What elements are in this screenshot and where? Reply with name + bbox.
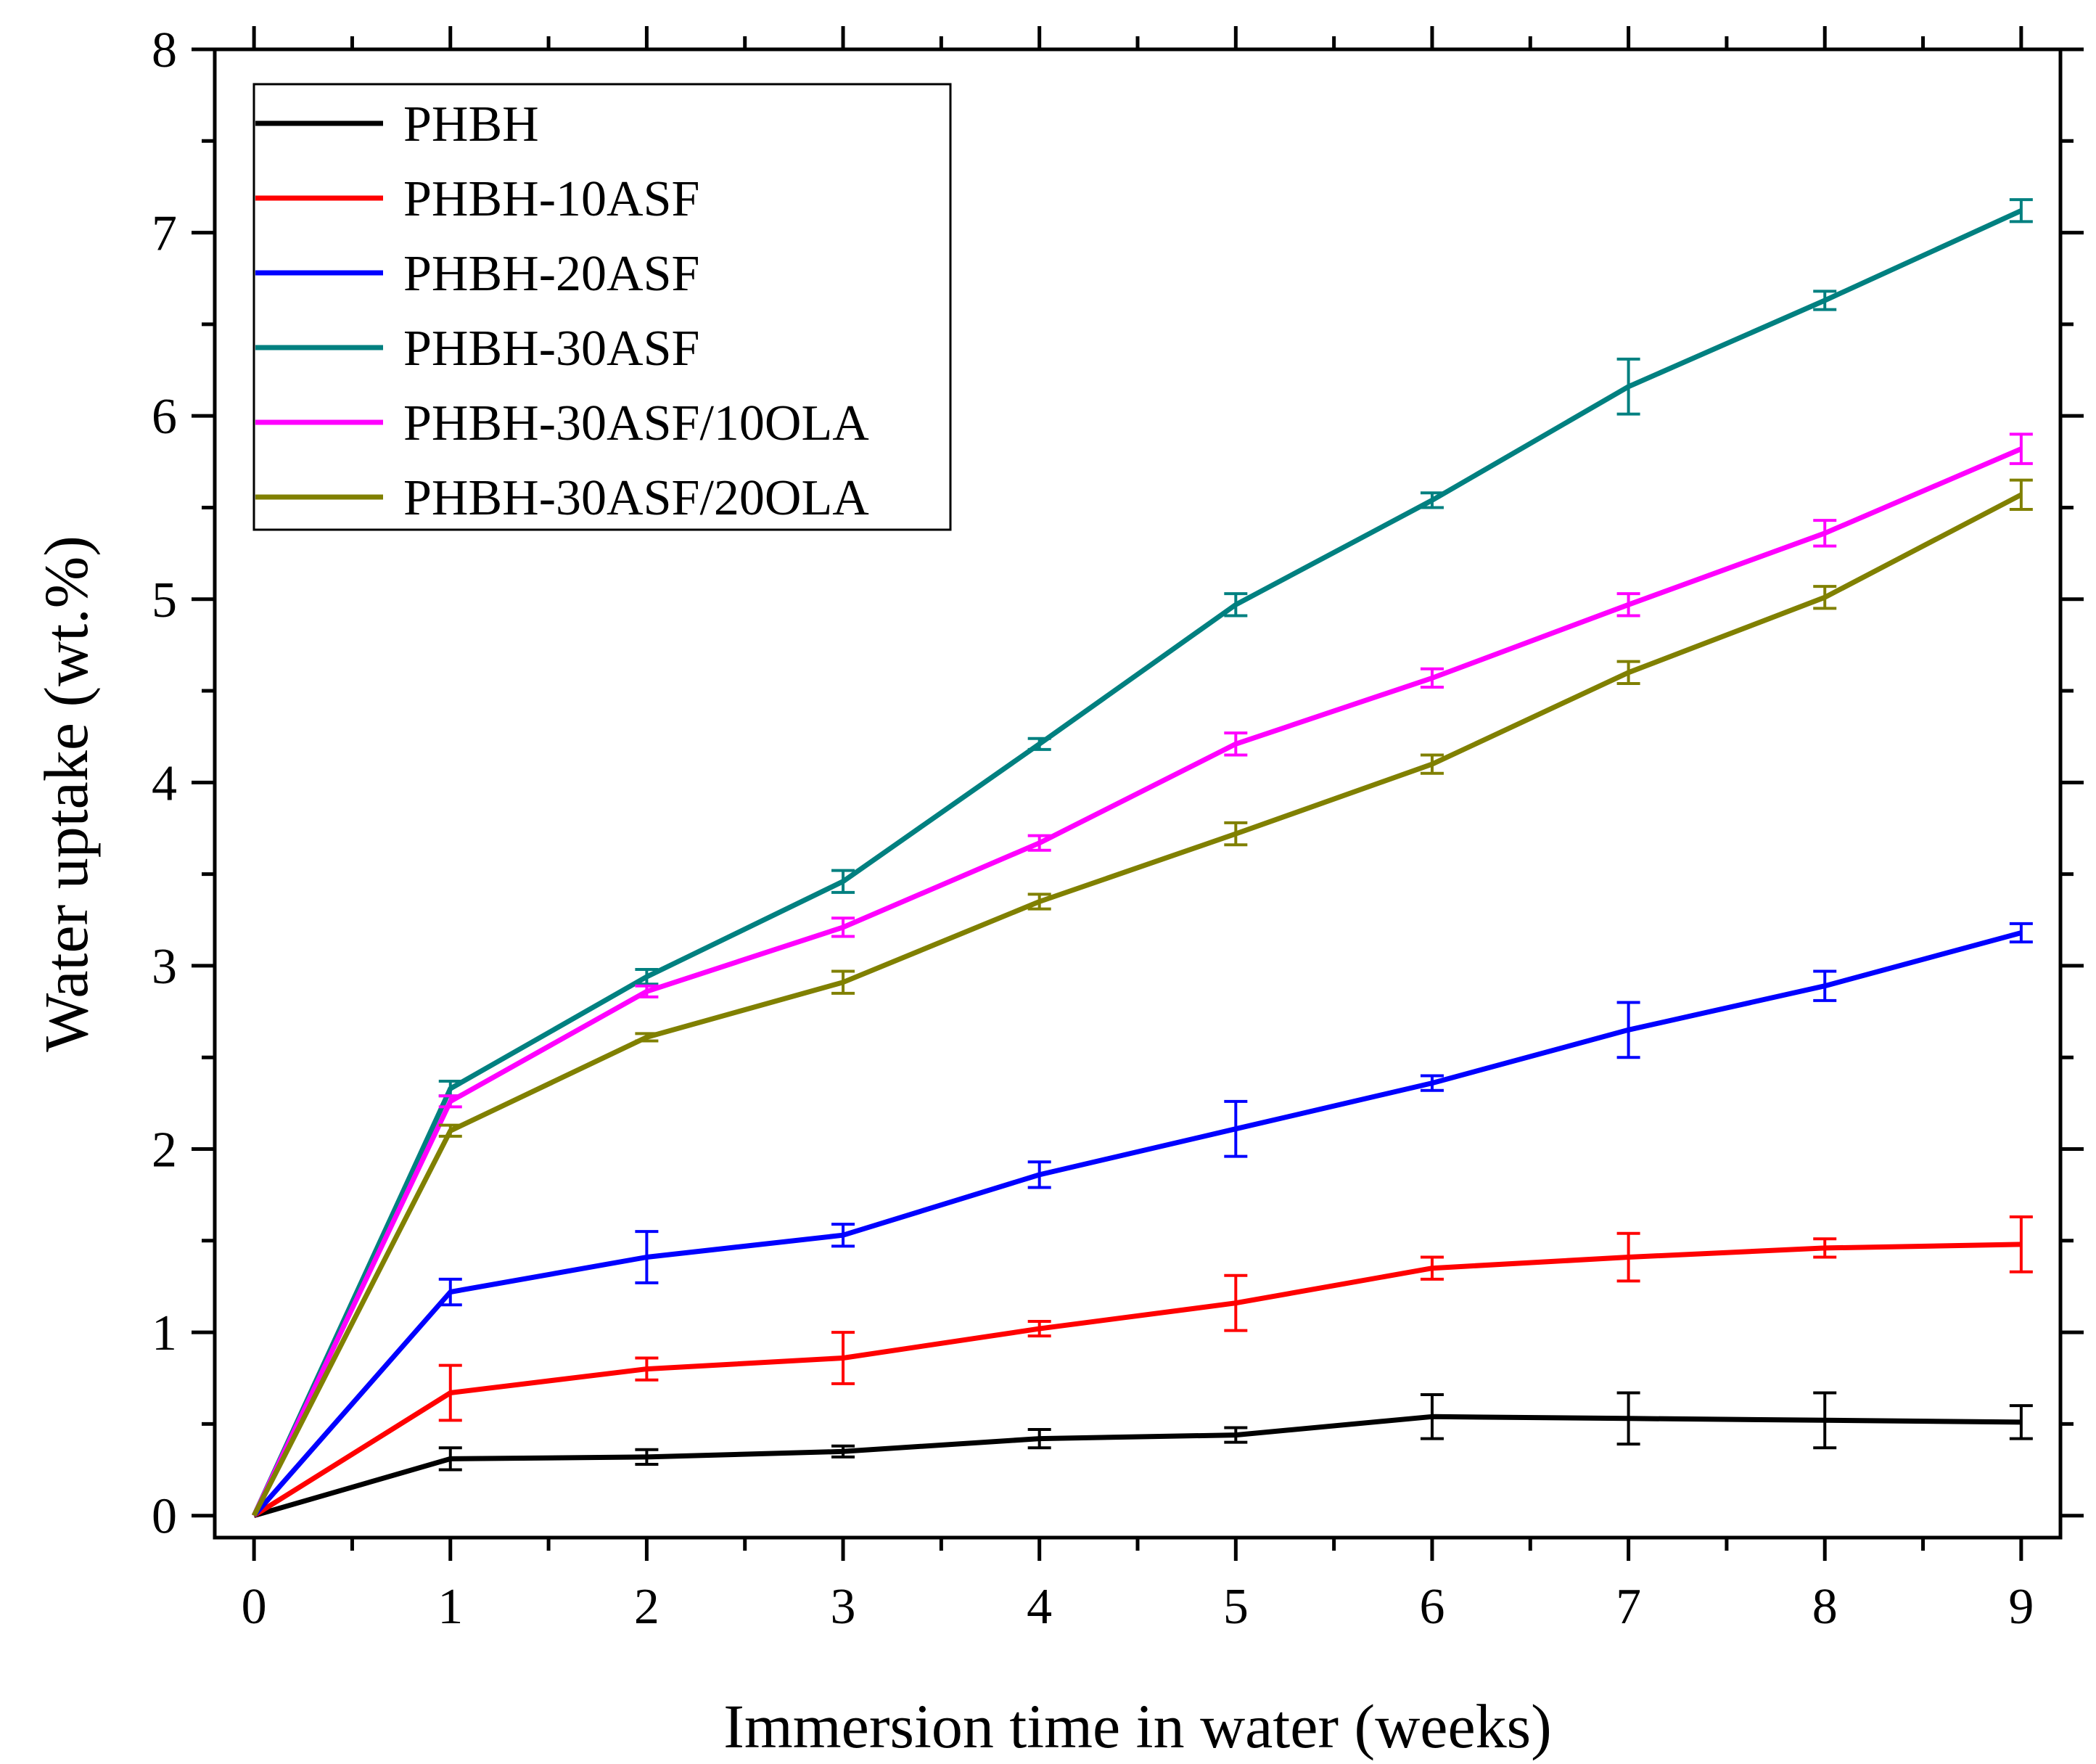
series-layer [251,198,2033,1519]
series-line [251,446,2023,1517]
y-tick-label: 7 [152,206,177,262]
y-axis-title: Water uptake (wt.%) [31,536,101,1052]
series-line [252,930,2022,1518]
x-tick-label: 7 [1616,1579,1641,1635]
x-tick-label: 0 [242,1579,267,1635]
y-tick-label: 8 [152,22,177,78]
y-tick-label: 4 [152,755,177,811]
legend-label: PHBH-30ASF/10OLA [403,395,869,451]
series-phbh-30asf-10ola [251,432,2033,1517]
y-tick-label: 6 [152,389,177,445]
x-tick-label: 8 [1812,1579,1838,1635]
x-tick-label: 9 [2008,1579,2034,1635]
series-phbh-20asf [252,922,2033,1518]
series-line [251,492,2023,1517]
series-phbh-30asf [251,198,2033,1517]
x-tick-label: 5 [1223,1579,1249,1635]
series-line [252,1242,2021,1518]
legend: PHBH PHBH-10ASF PHBH-20ASF PHBH-30ASF PHBH-3… [252,83,952,531]
x-axis-title: Immersion time in water (weeks) [723,1691,1552,1761]
series-line [251,208,2023,1517]
legend-label: PHBH [403,97,539,152]
legend-label: PHBH-10ASF [403,171,699,227]
legend-label: PHBH-20ASF [403,246,699,302]
x-tick-label: 3 [831,1579,856,1635]
y-tick-label: 5 [152,573,177,628]
legend-label: PHBH-30ASF/20OLA [403,470,869,526]
y-tick-label: 2 [152,1123,177,1178]
y-tick-label: 1 [152,1305,177,1361]
x-tick-labels: 0 1 2 3 4 5 6 7 8 9 [242,1579,2034,1635]
series-line [253,1414,2021,1519]
axis-ticks [192,26,2084,1561]
x-tick-label: 4 [1027,1579,1052,1635]
series-phbh-10asf [252,1215,2033,1518]
y-tick-labels: 0 1 2 3 4 5 6 7 8 [152,22,177,1545]
legend-box [252,83,952,531]
x-tick-label: 6 [1419,1579,1444,1635]
legend-label: PHBH-30ASF [403,321,699,377]
x-tick-label: 1 [437,1579,463,1635]
y-tick-label: 0 [152,1489,177,1545]
series-phbh [253,1391,2033,1519]
series-phbh-30asf-20ola [251,478,2033,1517]
y-tick-label: 3 [152,939,177,995]
x-tick-label: 2 [634,1579,659,1635]
